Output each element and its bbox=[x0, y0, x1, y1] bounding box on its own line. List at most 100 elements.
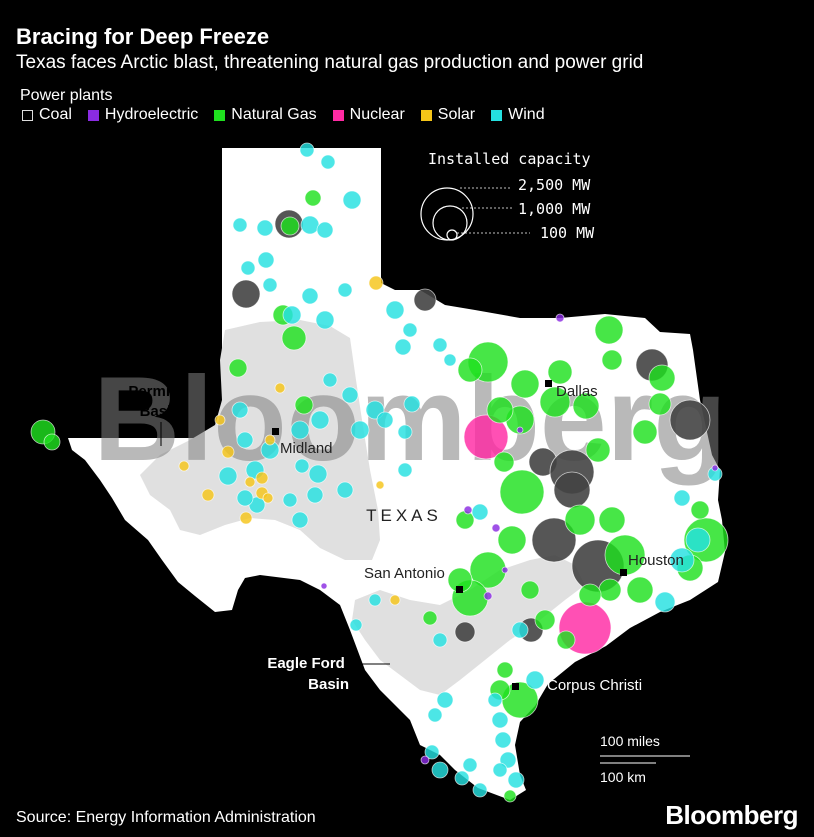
city-label-midland: Midland bbox=[280, 440, 333, 457]
wind-plant-marker bbox=[336, 481, 354, 499]
legend-item-solar: Solar bbox=[420, 106, 475, 124]
gas-plant-marker bbox=[534, 609, 556, 631]
chart-subtitle: Texas faces Arctic blast, threatening na… bbox=[16, 52, 644, 73]
wind-plant-marker bbox=[443, 353, 457, 367]
gas-plant-marker bbox=[598, 506, 626, 534]
solar-plant-marker bbox=[221, 445, 235, 459]
nuclear-plant-marker bbox=[463, 414, 509, 460]
gas-plant-marker bbox=[648, 392, 672, 416]
wind-plant-marker bbox=[232, 217, 248, 233]
city-label-corpus-christi: Corpus Christi bbox=[547, 677, 642, 694]
san-antonio-marker bbox=[456, 586, 463, 593]
gas-plant-marker bbox=[228, 358, 248, 378]
hydro-plant-marker bbox=[420, 755, 430, 765]
hydro-plant-marker bbox=[501, 566, 509, 574]
hydro-plant-marker bbox=[483, 591, 493, 601]
city-label-dallas: Dallas bbox=[556, 383, 598, 400]
scale-bar-km: 100 km bbox=[600, 769, 646, 785]
corpus-christi-marker bbox=[512, 683, 519, 690]
wind-plant-marker bbox=[342, 190, 362, 210]
wind-plant-marker bbox=[507, 771, 525, 789]
wind-plant-marker bbox=[487, 692, 503, 708]
coal-plant-marker bbox=[231, 279, 261, 309]
gas-plant-marker bbox=[578, 583, 602, 607]
gas-plant-marker bbox=[632, 419, 658, 445]
solar-plant-marker bbox=[201, 488, 215, 502]
city-label-san-antonio: San Antonio bbox=[364, 565, 445, 582]
wind-plant-marker bbox=[337, 282, 353, 298]
wind-plant-marker bbox=[654, 591, 676, 613]
state-label: TEXAS bbox=[366, 506, 442, 525]
wind-plant-marker bbox=[301, 287, 319, 305]
coal-swatch bbox=[22, 109, 33, 121]
gas-plant-marker bbox=[496, 661, 514, 679]
gas-plant-marker bbox=[281, 325, 307, 351]
wind-plant-marker bbox=[282, 492, 298, 508]
solar-plant-marker bbox=[368, 275, 384, 291]
wind-plant-marker bbox=[494, 731, 512, 749]
wind-plant-marker bbox=[385, 300, 405, 320]
gas-plant-marker bbox=[556, 630, 576, 650]
solar-plant-marker bbox=[214, 414, 226, 426]
wind-plant-marker bbox=[454, 770, 470, 786]
gas-plant-marker bbox=[626, 576, 654, 604]
hydro-plant-marker bbox=[711, 464, 719, 472]
wind-plant-marker bbox=[402, 322, 418, 338]
wind-plant-marker bbox=[673, 489, 691, 507]
hydro-plant-marker bbox=[463, 505, 473, 515]
legend-item-coal: Coal bbox=[22, 106, 72, 124]
legend-label: Wind bbox=[508, 106, 545, 123]
wind-plant-marker bbox=[341, 386, 359, 404]
chart-title: Bracing for Deep Freeze bbox=[16, 24, 270, 49]
legend-item-wind: Wind bbox=[491, 106, 545, 124]
wind-plant-marker bbox=[349, 618, 363, 632]
wind-plant-marker bbox=[310, 410, 330, 430]
coal-plant-marker bbox=[531, 517, 577, 563]
gas-plant-marker bbox=[539, 386, 571, 418]
size-legend-label-1000: 1,000 MW bbox=[518, 200, 591, 218]
gas-plant-marker bbox=[585, 437, 611, 463]
solar-plant-marker bbox=[239, 511, 253, 525]
hydro-plant-marker bbox=[516, 426, 524, 434]
midland-marker bbox=[272, 428, 279, 435]
wind-plant-marker bbox=[300, 215, 320, 235]
hydro-plant-marker bbox=[320, 582, 328, 590]
solar-plant-marker bbox=[262, 492, 274, 504]
wind-plant-marker bbox=[394, 338, 412, 356]
wind-plant-marker bbox=[315, 310, 335, 330]
gas-swatch bbox=[214, 109, 226, 121]
eagle-ford-basin-label: Eagle Ford Basin bbox=[267, 655, 349, 693]
coal-plant-marker bbox=[553, 471, 591, 509]
gas-plant-marker bbox=[598, 578, 622, 602]
wind-plant-marker bbox=[299, 142, 315, 158]
eagle-ford-basin-line1: Eagle Ford bbox=[267, 655, 345, 672]
source-note: Source: Energy Information Administratio… bbox=[16, 809, 316, 826]
legend-item-gas: Natural Gas bbox=[214, 106, 317, 124]
bloomberg-logo: Bloomberg bbox=[665, 800, 798, 830]
wind-plant-marker bbox=[685, 527, 711, 553]
wind-plant-marker bbox=[320, 154, 336, 170]
size-legend-title: Installed capacity bbox=[428, 150, 591, 168]
legend-label: Hydroelectric bbox=[104, 106, 199, 123]
gas-plant-marker bbox=[493, 451, 515, 473]
gas-plant-marker bbox=[499, 469, 545, 515]
size-legend-circle-small bbox=[446, 229, 458, 241]
wind-plant-marker bbox=[431, 761, 449, 779]
gas-plant-marker bbox=[594, 315, 624, 345]
wind-plant-marker bbox=[290, 420, 310, 440]
nuclear-swatch bbox=[332, 109, 344, 121]
wind-plant-marker bbox=[291, 511, 309, 529]
gas-plant-marker bbox=[294, 395, 314, 415]
gas-plant-marker bbox=[486, 396, 514, 424]
gas-plant-marker bbox=[43, 433, 61, 451]
legend-label: Natural Gas bbox=[231, 106, 317, 123]
solar-plant-marker bbox=[178, 460, 190, 472]
watermark: Bloomberg bbox=[93, 352, 726, 486]
wind-plant-marker bbox=[236, 431, 254, 449]
wind-plant-marker bbox=[432, 337, 448, 353]
hydro-plant-marker bbox=[491, 523, 501, 533]
gas-plant-marker bbox=[422, 610, 438, 626]
gas-plant-marker bbox=[455, 510, 475, 530]
solar-plant-marker bbox=[255, 471, 269, 485]
